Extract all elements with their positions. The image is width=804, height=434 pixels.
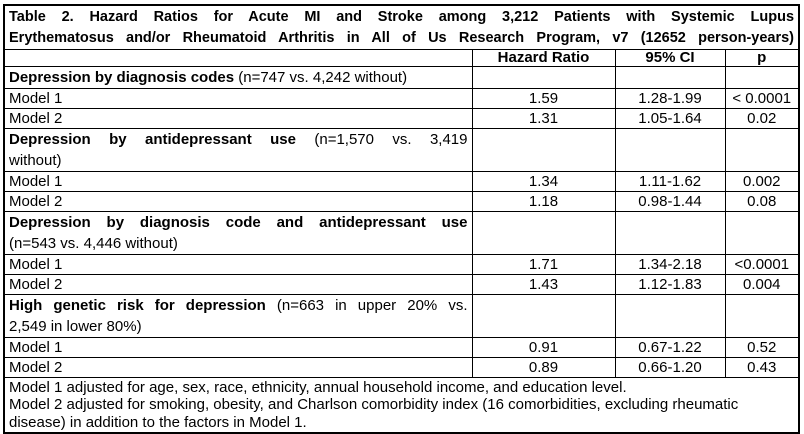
model-label-cell: Model 2 (3, 191, 473, 212)
p-cell: <0.0001 (724, 254, 800, 275)
ci-cell: 1.05-1.64 (614, 108, 726, 129)
p-cell: 0.52 (724, 337, 800, 358)
ci-cell: 1.34-2.18 (614, 254, 726, 275)
section-label-bold: High genetic risk for depression (9, 297, 266, 314)
empty-cell (724, 294, 800, 338)
section-label-line2: 2,549 in lower 80%) (9, 318, 142, 335)
section-label: Depression by antidepressant use (n=1,57… (3, 128, 473, 172)
section-label-line2: (n=543 vs. 4,446 without) (9, 235, 178, 252)
empty-header-cell (3, 49, 473, 67)
table-row: Model 1 1.71 1.34-2.18 <0.0001 (3, 254, 800, 275)
footnotes-cell: Model 1 adjusted for age, sex, race, eth… (3, 377, 800, 434)
section-label: Depression by diagnosis codes (n=747 vs.… (3, 66, 473, 89)
model-label-cell: Model 2 (3, 357, 473, 378)
col-header-p: p (724, 49, 800, 67)
section-label-bold: Depression by diagnosis codes (9, 69, 235, 86)
section-row-antidepressant-use: Depression by antidepressant use (n=1,57… (3, 128, 800, 172)
section-label-note: (n=663 in upper 20% vs. (265, 297, 468, 314)
table-row: Model 1 1.59 1.28-1.99 < 0.0001 (3, 88, 800, 109)
ci-cell: 1.12-1.83 (614, 274, 726, 295)
ci-cell: 0.67-1.22 (614, 337, 726, 358)
empty-cell (724, 66, 800, 89)
footnote-model1: Model 1 adjusted for age, sex, race, eth… (9, 379, 627, 396)
hazard-ratio-cell: 0.91 (471, 337, 616, 358)
col-header-hazard-ratio: Hazard Ratio (471, 49, 616, 67)
ci-cell: 1.28-1.99 (614, 88, 726, 109)
section-label-note: (n=747 vs. 4,242 without) (234, 69, 408, 86)
table-row: Model 2 1.31 1.05-1.64 0.02 (3, 108, 800, 129)
empty-cell (471, 128, 616, 172)
model-label-cell: Model 1 (3, 337, 473, 358)
empty-cell (471, 211, 616, 255)
hazard-ratios-table: Table 2. Hazard Ratios for Acute MI and … (3, 4, 801, 434)
section-label-note: (n=1,570 vs. 3,419 (295, 131, 468, 148)
hazard-ratio-cell: 1.43 (471, 274, 616, 295)
empty-cell (614, 211, 726, 255)
hazard-ratio-cell: 1.59 (471, 88, 616, 109)
table-row: Model 2 0.89 0.66-1.20 0.43 (3, 357, 800, 378)
hazard-ratio-cell: 1.71 (471, 254, 616, 275)
model-label-cell: Model 1 (3, 88, 473, 109)
model-label-cell: Model 2 (3, 274, 473, 295)
section-label-bold: Depression by diagnosis code and antidep… (9, 214, 468, 231)
column-header-row: Hazard Ratio 95% CI p (3, 49, 800, 67)
ci-cell: 0.66-1.20 (614, 357, 726, 378)
p-cell: 0.02 (724, 108, 800, 129)
table-row: Model 2 1.43 1.12-1.83 0.004 (3, 274, 800, 295)
table-title: Table 2. Hazard Ratios for Acute MI and … (3, 4, 800, 50)
table-row: Model 1 0.91 0.67-1.22 0.52 (3, 337, 800, 358)
section-row-genetic-risk: High genetic risk for depression (n=663 … (3, 294, 800, 338)
p-cell: 0.002 (724, 171, 800, 192)
empty-cell (471, 294, 616, 338)
table-row: Model 2 1.18 0.98-1.44 0.08 (3, 191, 800, 212)
p-cell: 0.004 (724, 274, 800, 295)
p-cell: 0.08 (724, 191, 800, 212)
empty-cell (614, 128, 726, 172)
table-row: Model 1 1.34 1.11-1.62 0.002 (3, 171, 800, 192)
section-label: High genetic risk for depression (n=663 … (3, 294, 473, 338)
hazard-ratio-cell: 1.31 (471, 108, 616, 129)
p-cell: < 0.0001 (724, 88, 800, 109)
col-header-ci: 95% CI (614, 49, 726, 67)
ci-cell: 1.11-1.62 (614, 171, 726, 192)
footnote-row: Model 1 adjusted for age, sex, race, eth… (3, 377, 800, 434)
table-title-line1: Table 2. Hazard Ratios for Acute MI and … (9, 9, 795, 25)
empty-cell (614, 294, 726, 338)
hazard-ratio-cell: 1.18 (471, 191, 616, 212)
section-label: Depression by diagnosis code and antidep… (3, 211, 473, 255)
model-label-cell: Model 1 (3, 254, 473, 275)
ci-cell: 0.98-1.44 (614, 191, 726, 212)
table-title-row: Table 2. Hazard Ratios for Acute MI and … (3, 4, 800, 50)
table-title-line2: Erythematosus and/or Rheumatoid Arthriti… (9, 30, 795, 46)
empty-cell (724, 211, 800, 255)
empty-cell (724, 128, 800, 172)
hazard-ratio-cell: 0.89 (471, 357, 616, 378)
model-label-cell: Model 2 (3, 108, 473, 129)
section-label-bold: Depression by antidepressant use (9, 131, 296, 148)
section-row-diagnosis-and-antidepressant: Depression by diagnosis code and antidep… (3, 211, 800, 255)
section-row-diagnosis-codes: Depression by diagnosis codes (n=747 vs.… (3, 66, 800, 89)
p-cell: 0.43 (724, 357, 800, 378)
empty-cell (614, 66, 726, 89)
empty-cell (471, 66, 616, 89)
section-label-line2: without) (9, 152, 62, 169)
model-label-cell: Model 1 (3, 171, 473, 192)
footnote-model2: Model 2 adjusted for smoking, obesity, a… (9, 396, 739, 431)
hazard-ratio-cell: 1.34 (471, 171, 616, 192)
